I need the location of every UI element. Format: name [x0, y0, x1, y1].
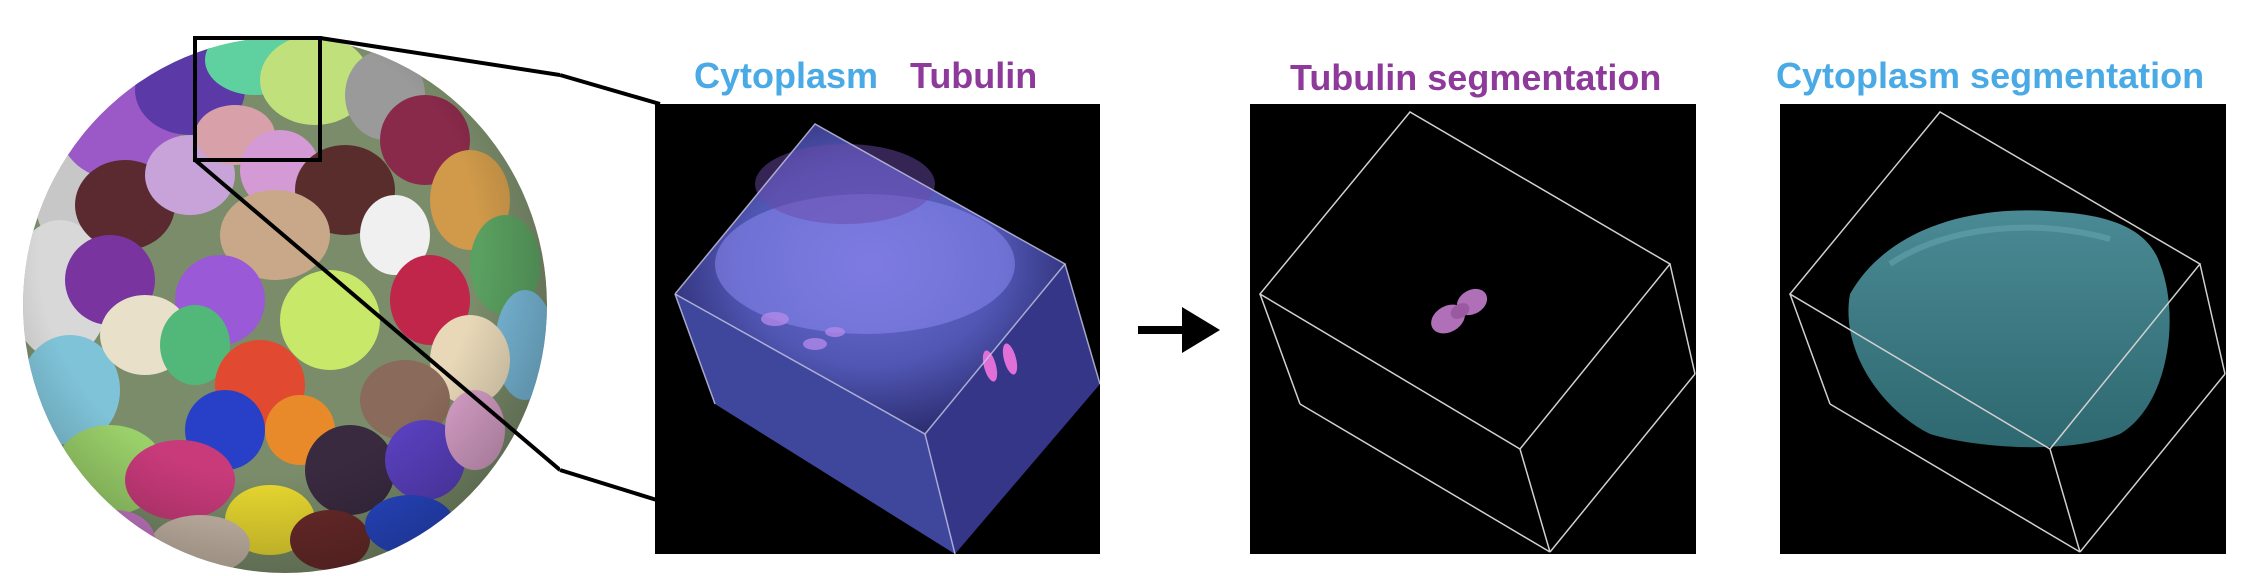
cytoplasm-segmentation-shape	[1848, 210, 2170, 448]
label-tubulin-segmentation: Tubulin segmentation	[1290, 57, 1662, 98]
tubulin-segmentation-panel	[1250, 104, 1696, 554]
label-cytoplasm-segmentation: Cytoplasm segmentation	[1776, 55, 2205, 96]
tubulin-segmentation-shape	[1431, 288, 1488, 334]
embryo-figure	[0, 0, 560, 576]
right-arrow-icon	[1138, 307, 1220, 353]
label-tubulin: Tubulin	[910, 55, 1038, 96]
cytoplasm-segmentation-panel	[1780, 104, 2226, 554]
zoom-box	[193, 36, 322, 162]
label-cytoplasm: Cytoplasm	[694, 55, 879, 96]
raw-image-panel	[655, 104, 1100, 554]
